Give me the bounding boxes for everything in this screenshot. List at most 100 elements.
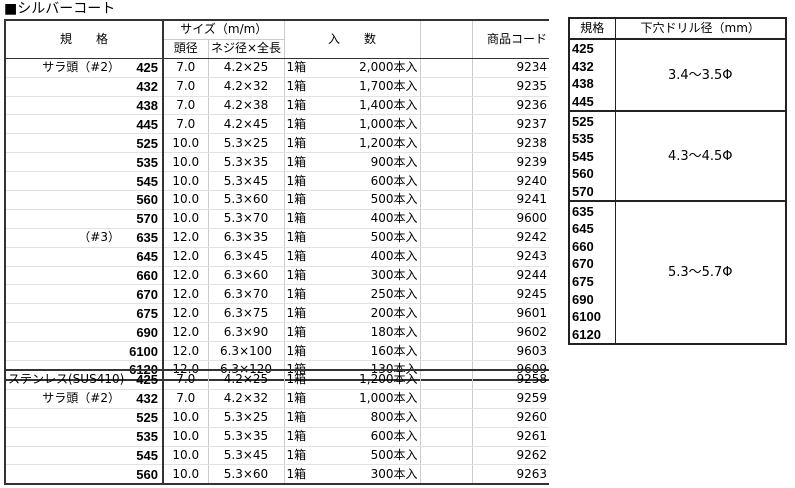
quantity-wrap: 1箱 1,200本入 <box>287 371 418 388</box>
type-label <box>5 96 123 116</box>
head-diameter: 12.0 <box>163 266 209 286</box>
drill-row: 645 <box>569 219 786 238</box>
quantity: 1箱 500本入 <box>284 446 421 466</box>
product-code: 9602 <box>472 322 550 343</box>
quantity: 1箱 300本入 <box>284 266 421 286</box>
drill-diameter: 3.4～3.5Φ <box>667 67 733 83</box>
head-diameter: 10.0 <box>163 190 209 210</box>
blank <box>420 408 473 428</box>
blank <box>420 209 473 229</box>
head-diameter: 7.0 <box>163 114 209 135</box>
head-diameter: 10.0 <box>163 446 209 466</box>
blank <box>420 370 473 390</box>
header-spec: 規 格 <box>5 20 165 59</box>
type-label <box>5 190 123 210</box>
product-code: 9238 <box>472 133 550 154</box>
drill-header-spec: 規格 <box>569 18 616 40</box>
product-code: 9245 <box>472 284 550 305</box>
drill-spec: 670 <box>569 255 616 273</box>
spec: 635 <box>123 228 165 248</box>
pieces-count: 600本入 <box>370 429 418 444</box>
quantity: 1箱 1,700本入 <box>284 77 421 97</box>
screw-size: 5.3×25 <box>208 133 285 154</box>
drill-spec: 425 <box>569 39 616 58</box>
quantity-wrap: 1箱 250本入 <box>287 286 418 303</box>
pieces-count: 200本入 <box>370 305 418 320</box>
head-diameter: 12.0 <box>163 247 209 267</box>
type-label <box>5 209 123 229</box>
table-row: 545 10.0 5.3×45 1箱 600本入 9240 <box>5 171 550 192</box>
product-code: 9603 <box>472 341 550 362</box>
pieces-count: 300本入 <box>370 268 418 283</box>
table-row: 660 12.0 6.3×60 1箱 300本入 9244 <box>5 266 550 286</box>
head-diameter: 12.0 <box>163 322 209 343</box>
type-label <box>5 303 123 324</box>
product-code: 9260 <box>472 408 549 428</box>
drill-spec: 438 <box>569 75 616 93</box>
head-diameter: 10.0 <box>163 152 209 173</box>
table-row: 525 10.0 5.3×25 1箱 1,200本入 9238 <box>5 133 550 154</box>
type-label <box>5 247 123 267</box>
quantity-wrap: 1箱 300本入 <box>287 267 418 284</box>
head-diameter: 10.0 <box>163 408 209 428</box>
type-label <box>5 171 123 192</box>
quantity-wrap: 1箱 500本入 <box>287 191 418 208</box>
product-code: 9237 <box>472 114 550 135</box>
box-unit: 1箱 <box>286 173 307 188</box>
blank <box>420 389 473 409</box>
drill-row: 425 3.4～3.5Φ <box>569 39 786 83</box>
blank <box>420 266 473 286</box>
header-blank <box>420 20 473 59</box>
pieces-count: 1,200本入 <box>359 372 418 387</box>
product-code: 9601 <box>472 303 550 324</box>
product-code: 9600 <box>472 209 550 229</box>
spec: 425 <box>123 370 164 390</box>
table-row: 670 12.0 6.3×70 1箱 250本入 9245 <box>5 284 550 305</box>
product-code: 9240 <box>472 171 550 192</box>
screw-size: 6.3×35 <box>208 228 285 248</box>
blank <box>420 228 473 248</box>
box-unit: 1箱 <box>286 154 307 169</box>
table-row: ステンレス(SUS410) 425 7.0 4.2×25 1箱 1,200本入 9258 <box>5 370 549 390</box>
product-code: 9242 <box>472 228 550 248</box>
screw-size: 5.3×45 <box>208 171 285 192</box>
pieces-count: 500本入 <box>370 448 418 462</box>
head-diameter: 7.0 <box>163 389 209 409</box>
blank <box>420 133 473 154</box>
screw-size: 5.3×60 <box>208 464 285 485</box>
drill-spec: 675 <box>569 272 616 291</box>
type-label <box>5 341 123 362</box>
type-label: （#3） <box>5 228 123 248</box>
table-row: 645 12.0 6.3×45 1箱 400本入 9243 <box>5 247 550 267</box>
quantity-wrap: 1箱 800本入 <box>287 409 418 426</box>
screw-size: 4.2×38 <box>208 96 285 116</box>
spec: 670 <box>123 284 165 305</box>
table-row: 6100 12.0 6.3×100 1箱 160本入 9603 <box>5 341 550 362</box>
drill-table: 規格 下穴ドリル径（mm） 425 3.4～3.5Φ 432 438 445 525 4.3… <box>568 17 787 346</box>
drill-header-dia: 下穴ドリル径（mm） <box>615 18 786 40</box>
table-row: 535 10.0 5.3×35 1箱 900本入 9239 <box>5 152 550 173</box>
pieces-count: 1,000本入 <box>359 116 418 131</box>
header-size: サイズ（m/m） <box>163 20 285 40</box>
drill-spec: 690 <box>569 290 616 308</box>
box-unit: 1箱 <box>286 429 307 444</box>
drill-row: 635 5.3～5.7Φ <box>569 200 786 345</box>
product-code: 9241 <box>472 190 550 210</box>
screw-size: 5.3×35 <box>208 152 285 173</box>
stainless-table: ステンレス(SUS410) 425 7.0 4.2×25 1箱 1,200本入 9258 サラ… <box>4 369 549 486</box>
quantity-wrap: 1箱 500本入 <box>287 229 418 246</box>
quantity-wrap: 1箱 600本入 <box>287 173 418 190</box>
head-diameter: 10.0 <box>163 209 209 229</box>
table-row: 570 10.0 5.3×70 1箱 400本入 9600 <box>5 209 550 229</box>
screw-size: 5.3×25 <box>208 408 285 428</box>
drill-row: 535 <box>569 129 786 148</box>
box-unit: 1箱 <box>286 116 307 131</box>
box-unit: 1箱 <box>286 211 307 226</box>
type-label <box>5 284 123 305</box>
type-label <box>5 427 123 447</box>
type-label: サラ頭（#2） <box>5 58 123 78</box>
spec: 438 <box>123 96 165 116</box>
screw-size: 4.2×45 <box>208 114 285 135</box>
type-label <box>5 464 123 485</box>
box-unit: 1箱 <box>286 79 307 94</box>
